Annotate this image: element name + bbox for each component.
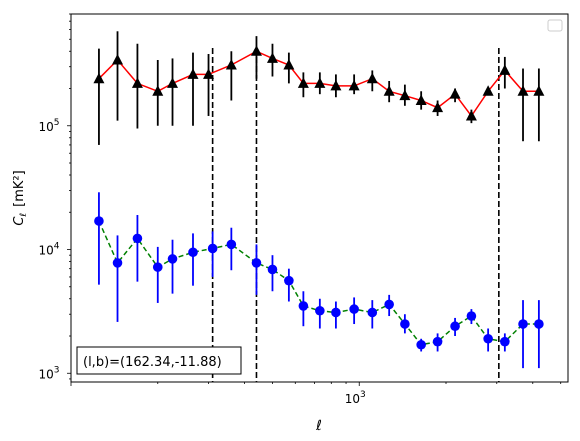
- series-0-point: [93, 72, 105, 84]
- series-0-point: [112, 53, 124, 65]
- annotation-text: (l,b)=(162.34,-11.88): [83, 355, 222, 370]
- series-1-point: [483, 333, 493, 344]
- series-1-point: [267, 264, 278, 275]
- y-tick-label-base: 10: [38, 244, 53, 258]
- series-1-point: [534, 319, 544, 329]
- series-0-point: [366, 72, 378, 84]
- y-tick-label: 105: [38, 118, 59, 134]
- series-1-point: [400, 319, 410, 329]
- annotation-box: [76, 346, 242, 375]
- plot-frame: [70, 13, 569, 383]
- y-tick-label-exp: 4: [54, 242, 60, 252]
- y-axis-label-unit: [mK²]: [12, 170, 27, 207]
- series-1-point: [518, 319, 528, 329]
- series-0-point: [225, 58, 237, 70]
- series-0-point: [266, 52, 278, 63]
- series-0-point: [330, 79, 342, 91]
- series-0-point: [432, 101, 444, 113]
- series-1-point: [226, 239, 237, 250]
- series-1-point: [450, 321, 460, 332]
- series-0-point: [131, 77, 143, 88]
- series-1-point: [188, 247, 198, 258]
- series-1-point: [94, 216, 104, 226]
- series-1-point: [331, 307, 341, 318]
- series-0-point: [250, 45, 262, 56]
- y-axis-label: Cℓ [mK²]: [12, 170, 29, 225]
- series-0-point: [297, 77, 309, 88]
- series-1-line: [98, 220, 539, 346]
- legend-box: [547, 19, 563, 32]
- x-tick-label-base: 10: [345, 392, 360, 406]
- series-0-point: [399, 89, 411, 101]
- y-axis-label-sub: ℓ: [19, 213, 29, 218]
- y-tick-label-base: 10: [38, 120, 53, 134]
- series-0-point: [314, 77, 326, 88]
- y-tick-label-base: 10: [38, 367, 53, 381]
- series-1-point: [466, 311, 477, 321]
- series-1-point: [152, 262, 163, 272]
- series-0-point: [499, 64, 511, 75]
- y-tick-label: 103: [38, 365, 59, 381]
- y-tick-label-exp: 5: [54, 118, 60, 128]
- series-1-point: [251, 258, 262, 268]
- x-tick-label-exp: 3: [360, 390, 366, 400]
- annotation: (l,b)=(162.34,-11.88): [76, 346, 242, 375]
- series-0-point: [533, 85, 545, 96]
- series-1-point: [349, 304, 359, 314]
- series-0-point: [465, 109, 477, 121]
- series-0-point: [517, 85, 529, 96]
- series-0-point: [187, 68, 199, 79]
- y-axis-label-main: C: [12, 216, 27, 226]
- series-0-point: [482, 85, 494, 96]
- series-1-point: [416, 339, 426, 350]
- series-0-line: [98, 50, 539, 118]
- series-0-point: [449, 88, 461, 99]
- series-1-point: [167, 254, 178, 264]
- series-1-point: [284, 275, 294, 286]
- series-1-point: [132, 233, 143, 244]
- y-tick-label-exp: 3: [54, 365, 60, 375]
- x-tick-label: 103: [345, 390, 366, 406]
- series-1-point: [207, 243, 218, 254]
- series-0-point: [348, 79, 360, 91]
- series-1-point: [112, 258, 123, 268]
- series-1-point: [500, 336, 510, 347]
- series-1-point: [384, 299, 394, 310]
- series-1-point: [298, 301, 309, 311]
- series-1-point: [315, 305, 325, 316]
- series-1-point: [367, 307, 378, 318]
- series-0-point: [415, 94, 427, 105]
- y-tick-label: 104: [38, 242, 59, 258]
- series-0-point: [152, 85, 164, 96]
- series-0-point: [203, 68, 215, 79]
- series-0-point: [383, 85, 395, 96]
- x-axis-label: ℓ: [315, 418, 322, 434]
- series-0-point: [283, 58, 295, 70]
- series-0-point: [167, 77, 179, 88]
- series-1-point: [432, 336, 443, 347]
